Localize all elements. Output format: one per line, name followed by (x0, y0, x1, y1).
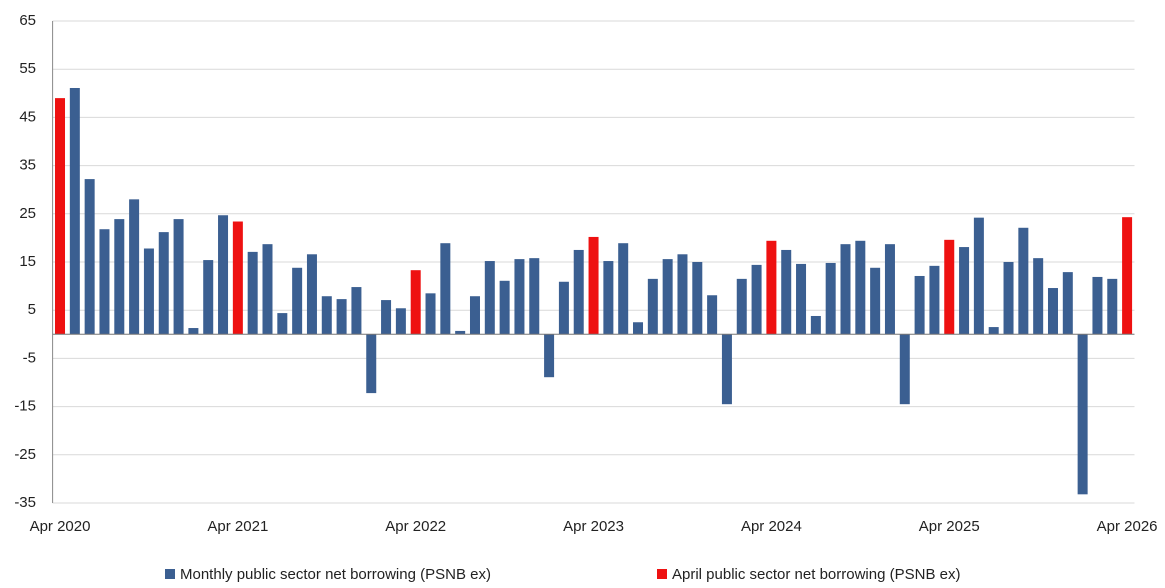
bar (499, 280, 510, 335)
bar (929, 265, 940, 335)
y-tick-label: -25 (14, 446, 36, 463)
bar (736, 278, 747, 335)
bar (514, 259, 525, 335)
bar (114, 219, 125, 335)
x-tick-label: Apr 2025 (919, 518, 980, 535)
bar (410, 270, 421, 335)
bar (366, 334, 377, 394)
bar (721, 334, 732, 405)
y-tick-label: 55 (19, 60, 36, 77)
bar (440, 243, 451, 335)
bar (292, 267, 303, 335)
bar (973, 217, 984, 335)
bar (529, 258, 540, 335)
bar (662, 259, 673, 335)
bar (796, 263, 807, 335)
y-tick-label: -5 (23, 349, 36, 366)
bar (84, 179, 95, 335)
y-tick-label: 25 (19, 205, 36, 222)
bar (573, 249, 584, 335)
bar (558, 281, 569, 335)
bar (988, 327, 999, 335)
bar (381, 300, 392, 335)
bar (69, 87, 80, 335)
bar (810, 315, 821, 335)
bar (143, 248, 154, 335)
x-tick-label: Apr 2026 (1097, 518, 1158, 535)
y-tick-label: -15 (14, 398, 36, 415)
bar (677, 254, 688, 335)
bar (544, 334, 555, 378)
bar (1062, 272, 1073, 335)
bar (455, 330, 466, 335)
bar (1107, 278, 1118, 335)
bar (588, 236, 599, 335)
bar (959, 247, 970, 335)
bar (944, 239, 955, 335)
bar (351, 287, 362, 335)
bar (766, 240, 777, 335)
bar (899, 334, 910, 405)
y-tick-label: 15 (19, 253, 36, 270)
bar (321, 296, 332, 335)
bar (247, 251, 258, 335)
bar (203, 260, 214, 335)
bar (603, 261, 614, 335)
bar (55, 98, 66, 335)
x-tick-label: Apr 2024 (741, 518, 802, 535)
bar (188, 328, 199, 335)
bar (840, 244, 851, 335)
bar (395, 308, 406, 335)
bar (914, 275, 925, 335)
bar (262, 244, 273, 335)
bar (336, 299, 347, 335)
bar (232, 221, 243, 335)
y-tick-label: 45 (19, 108, 36, 125)
bar (647, 278, 658, 335)
legend-label: April public sector net borrowing (PSNB … (672, 566, 960, 583)
x-tick-label: Apr 2022 (385, 518, 446, 535)
bar (99, 229, 110, 335)
bar (306, 254, 317, 335)
legend-swatch (657, 569, 667, 579)
bar (633, 322, 644, 335)
bar (1122, 217, 1133, 335)
bar (1092, 276, 1103, 335)
y-tick-label: 35 (19, 157, 36, 174)
bar (870, 267, 881, 335)
bar (218, 215, 229, 335)
bar (1003, 262, 1014, 335)
bar (129, 199, 140, 335)
bar (1077, 334, 1088, 495)
bar (1018, 227, 1029, 335)
bar (751, 264, 762, 335)
bar (1033, 258, 1044, 335)
x-tick-label: Apr 2023 (563, 518, 624, 535)
bar (825, 262, 836, 335)
bar (277, 313, 288, 335)
bar (781, 249, 792, 335)
x-tick-label: Apr 2020 (30, 518, 91, 535)
legend-label: Monthly public sector net borrowing (PSN… (180, 566, 491, 583)
bar (425, 293, 436, 335)
bar (618, 243, 629, 335)
bar (884, 244, 895, 335)
bar (692, 262, 703, 335)
bar (158, 232, 169, 335)
bar (173, 219, 184, 335)
y-tick-label: 5 (28, 301, 36, 318)
x-tick-label: Apr 2021 (207, 518, 268, 535)
bar (469, 296, 480, 335)
bar (484, 261, 495, 335)
legend-swatch (165, 569, 175, 579)
y-tick-label: 65 (19, 12, 36, 29)
bar (855, 240, 866, 335)
bar (707, 295, 718, 335)
bar (1047, 288, 1058, 335)
y-tick-label: -35 (14, 494, 36, 511)
